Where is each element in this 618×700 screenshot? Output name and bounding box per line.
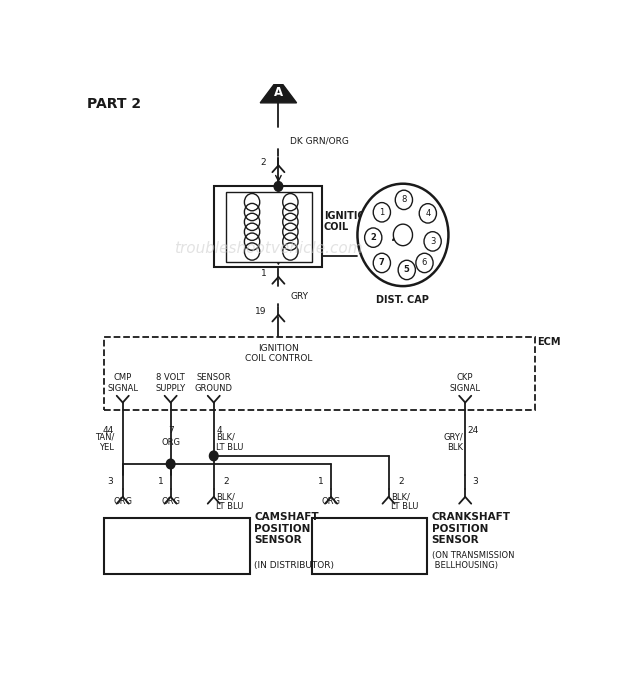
Circle shape xyxy=(373,202,391,222)
Text: 7: 7 xyxy=(167,426,174,435)
Text: A: A xyxy=(274,86,283,99)
Text: BLK/
LT BLU: BLK/ LT BLU xyxy=(391,492,418,512)
Text: ORG: ORG xyxy=(161,438,180,447)
Text: BLK/
LT BLU: BLK/ LT BLU xyxy=(216,492,243,512)
Circle shape xyxy=(398,260,415,280)
Bar xyxy=(104,518,250,575)
Text: CMP
SIGNAL: CMP SIGNAL xyxy=(108,373,138,393)
Text: IGNITION
COIL: IGNITION COIL xyxy=(324,211,374,232)
Text: 19: 19 xyxy=(255,307,266,316)
Text: GRY/
BLK: GRY/ BLK xyxy=(443,433,463,452)
Text: TAN/
YEL: TAN/ YEL xyxy=(95,433,114,452)
Text: IGNITION
COIL CONTROL: IGNITION COIL CONTROL xyxy=(245,344,312,363)
Text: 8 VOLT
SUPPLY: 8 VOLT SUPPLY xyxy=(156,373,185,393)
Text: 3: 3 xyxy=(472,477,478,486)
Circle shape xyxy=(274,181,282,191)
Text: ORG: ORG xyxy=(161,497,180,506)
Text: 1: 1 xyxy=(379,208,384,217)
Text: ORG: ORG xyxy=(321,497,341,506)
Text: 1: 1 xyxy=(261,270,266,278)
Text: 5: 5 xyxy=(404,265,410,274)
Bar xyxy=(226,192,312,262)
Circle shape xyxy=(416,253,433,273)
Circle shape xyxy=(396,190,413,209)
Circle shape xyxy=(419,204,436,223)
Polygon shape xyxy=(260,78,297,103)
Circle shape xyxy=(357,183,449,286)
Text: 2: 2 xyxy=(261,158,266,167)
Circle shape xyxy=(166,459,175,469)
Text: GRY: GRY xyxy=(290,293,308,302)
Text: 7: 7 xyxy=(379,258,385,267)
Text: 2: 2 xyxy=(398,477,404,486)
Text: PART 2: PART 2 xyxy=(87,97,141,111)
Text: 3: 3 xyxy=(108,477,113,486)
Text: 2: 2 xyxy=(370,233,376,242)
Text: (IN DISTRIBUTOR): (IN DISTRIBUTOR) xyxy=(255,561,334,570)
Text: 24: 24 xyxy=(468,426,479,435)
Circle shape xyxy=(424,232,441,251)
Text: 6: 6 xyxy=(422,258,427,267)
Text: (ON TRANSMISSION
 BELLHOUSING): (ON TRANSMISSION BELLHOUSING) xyxy=(431,551,514,570)
Text: CAMSHAFT
POSITION
SENSOR: CAMSHAFT POSITION SENSOR xyxy=(255,512,319,545)
Circle shape xyxy=(393,224,413,246)
Text: DK GRN/ORG: DK GRN/ORG xyxy=(290,136,349,145)
Bar xyxy=(104,337,535,410)
Circle shape xyxy=(373,253,391,273)
Circle shape xyxy=(210,451,218,461)
Text: 3: 3 xyxy=(430,237,435,246)
Text: 4: 4 xyxy=(425,209,431,218)
Text: ORG: ORG xyxy=(113,497,132,506)
Text: 4: 4 xyxy=(216,426,222,435)
Text: DIST. CAP: DIST. CAP xyxy=(376,295,430,304)
Text: CRANKSHAFT
POSITION
SENSOR: CRANKSHAFT POSITION SENSOR xyxy=(431,512,510,545)
Text: 1: 1 xyxy=(318,477,324,486)
Text: ECM: ECM xyxy=(537,337,561,347)
Circle shape xyxy=(365,228,382,247)
Text: 1: 1 xyxy=(158,477,163,486)
Bar xyxy=(312,518,427,575)
Text: troubleshootvehicle.com: troubleshootvehicle.com xyxy=(174,241,363,256)
Text: BLK/
LT BLU: BLK/ LT BLU xyxy=(216,433,243,452)
Bar xyxy=(214,186,321,267)
Text: 2: 2 xyxy=(223,477,229,486)
Text: 8: 8 xyxy=(401,195,407,204)
Text: CKP
SIGNAL: CKP SIGNAL xyxy=(450,373,481,393)
Text: 44: 44 xyxy=(103,426,114,435)
Text: SENSOR
GROUND: SENSOR GROUND xyxy=(195,373,233,393)
